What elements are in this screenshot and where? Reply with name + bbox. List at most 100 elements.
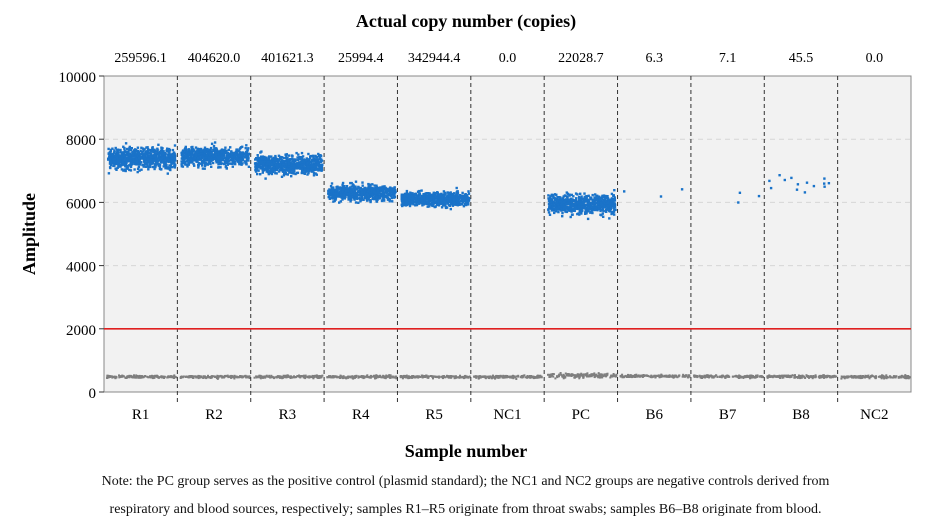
positive-droplet-R1	[118, 159, 122, 162]
negative-droplet-R5	[449, 376, 452, 378]
positive-droplet-R1	[153, 167, 156, 171]
positive-droplet-R3	[295, 164, 298, 167]
positive-droplet-R3	[280, 156, 284, 159]
positive-droplet-R4	[377, 193, 380, 196]
positive-droplet-R1	[144, 163, 147, 166]
positive-droplet-R2	[237, 153, 240, 156]
positive-droplet-R1	[152, 149, 156, 152]
positive-droplet-R2	[220, 156, 224, 159]
negative-droplet-PC	[556, 375, 558, 378]
negative-droplet-R1	[168, 375, 171, 378]
positive-droplet-R4	[328, 188, 331, 191]
negative-droplet-NC1	[512, 374, 514, 377]
positive-droplet-R1	[109, 159, 112, 163]
positive-droplet-R4	[333, 199, 336, 203]
positive-droplet-R3	[256, 158, 259, 161]
positive-droplet-R1	[163, 165, 167, 168]
negative-droplet-R5	[431, 375, 434, 378]
negative-droplet-B6	[685, 374, 687, 377]
positive-droplet-R1	[152, 165, 155, 169]
positive-droplet-R3	[290, 171, 294, 175]
positive-droplet-R1	[123, 151, 126, 154]
positive-droplet-R2	[241, 158, 244, 162]
negative-droplet-R1	[139, 375, 142, 378]
positive-droplet-R4	[388, 198, 391, 202]
negative-droplet-B7	[711, 375, 714, 378]
positive-droplet-R5	[408, 204, 412, 208]
positive-droplet-R2	[214, 153, 218, 156]
positive-droplet-R1	[138, 153, 141, 156]
negative-droplet-R5	[461, 376, 464, 379]
negative-droplet-NC2	[883, 376, 886, 379]
positive-droplet-R1	[132, 149, 136, 152]
negative-droplet-NC2	[881, 376, 884, 378]
positive-droplet-R2	[203, 156, 206, 159]
positive-droplet-R1	[129, 156, 133, 159]
negative-droplet-B6	[635, 373, 638, 376]
negative-droplet-R1	[106, 374, 109, 377]
positive-droplet-R3	[320, 166, 323, 170]
negative-droplet-NC1	[488, 375, 491, 378]
negative-droplet-R2	[247, 376, 250, 379]
positive-droplet-R4	[383, 191, 386, 194]
negative-droplet-R3	[301, 375, 304, 378]
positive-droplet-R4	[368, 192, 371, 196]
positive-droplet-R2	[225, 161, 229, 165]
positive-droplet-R1	[157, 157, 160, 160]
positive-droplet-R1	[166, 160, 169, 163]
positive-droplet-R1	[162, 158, 166, 161]
negative-droplet-PC	[586, 375, 588, 378]
negative-droplet-B6	[665, 374, 668, 377]
positive-droplet-R1	[166, 147, 169, 150]
positive-droplet-R3	[281, 170, 285, 173]
positive-droplet-R3	[314, 154, 317, 158]
negative-droplet-B6	[638, 375, 641, 378]
negative-droplet-R4	[357, 375, 360, 378]
negative-droplet-B8	[794, 376, 797, 379]
negative-droplet-PC	[567, 373, 570, 376]
positive-droplet-R3	[286, 169, 290, 172]
negative-droplet-NC2	[903, 375, 906, 378]
positive-droplet-R3	[262, 166, 265, 169]
negative-droplet-NC1	[487, 377, 490, 379]
negative-droplet-R1	[135, 376, 138, 379]
positive-droplet-R2	[206, 148, 209, 152]
positive-droplet-R2	[204, 148, 207, 152]
positive-droplet-R2	[217, 158, 221, 162]
negative-droplet-B7	[744, 375, 747, 378]
positive-droplet-R3	[310, 170, 314, 173]
positive-droplet-R3	[275, 168, 279, 172]
positive-droplet-R2	[229, 146, 232, 149]
positive-droplet-R4	[330, 193, 333, 196]
positive-droplet-R2	[226, 163, 229, 166]
positive-droplet-R4	[354, 189, 357, 192]
negative-droplet-NC1	[536, 375, 539, 377]
negative-droplet-B8	[787, 375, 790, 378]
negative-droplet-NC2	[859, 377, 862, 380]
negative-droplet-R1	[111, 376, 114, 379]
negative-droplet-NC2	[879, 375, 882, 378]
positive-droplet-R2	[218, 154, 221, 157]
negative-droplet-B6	[654, 374, 657, 377]
positive-droplet-R4	[380, 194, 383, 198]
positive-droplet-R4	[393, 196, 396, 199]
positive-droplet-R4	[371, 187, 374, 190]
negative-droplet-R5	[445, 375, 448, 378]
positive-droplet-R3	[275, 159, 278, 163]
negative-droplet-NC1	[504, 376, 507, 379]
positive-droplet-R2	[205, 158, 208, 161]
positive-droplet-R4	[336, 191, 339, 194]
negative-droplet-R4	[338, 376, 341, 379]
positive-droplet-R3	[279, 163, 282, 166]
positive-droplet-R4	[375, 186, 379, 189]
positive-droplet-R1	[112, 151, 116, 154]
negative-droplet-R2	[213, 375, 216, 378]
positive-droplet-R1	[145, 156, 148, 159]
positive-droplet-R4	[375, 200, 378, 203]
positive-droplet-R2	[236, 157, 239, 160]
negative-droplet-R3	[310, 375, 313, 378]
positive-droplet-R2	[247, 147, 250, 150]
negative-droplet-PC	[574, 374, 577, 377]
positive-droplet-R3	[296, 162, 299, 165]
positive-droplet-R1	[125, 160, 129, 163]
